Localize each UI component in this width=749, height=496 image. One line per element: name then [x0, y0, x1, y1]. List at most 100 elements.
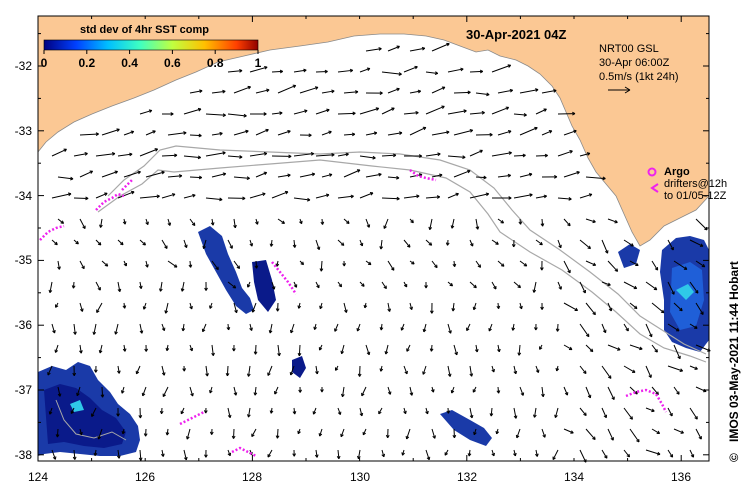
current-vector: [629, 260, 639, 266]
current-vector-head: [173, 264, 178, 268]
current-vector-head: [383, 285, 387, 290]
current-vector: [689, 365, 698, 370]
current-vector: [321, 173, 333, 178]
current-vector: [183, 194, 196, 199]
current-vector: [469, 112, 485, 115]
current-vector: [585, 176, 606, 180]
current-vector: [453, 344, 458, 355]
current-vector: [541, 386, 544, 397]
current-vector-head: [625, 327, 629, 332]
current-vector-head: [426, 456, 431, 461]
current-vector-head: [519, 305, 523, 310]
current-vector-head: [131, 190, 135, 195]
current-vector-head: [540, 223, 545, 227]
current-vector: [383, 218, 389, 229]
current-vector-head: [409, 306, 413, 310]
current-vector-head: [98, 350, 103, 354]
current-vector-head: [548, 130, 553, 134]
current-vector: [667, 281, 675, 295]
current-vector-head: [325, 193, 330, 198]
current-vector: [645, 365, 652, 378]
current-vector-head: [186, 436, 190, 440]
current-vector: [139, 239, 146, 246]
current-vector-head: [84, 152, 88, 156]
current-vector-head: [80, 308, 84, 312]
current-vector: [466, 323, 471, 331]
current-vector: [161, 193, 176, 199]
current-vector: [381, 281, 387, 289]
current-vector-head: [138, 285, 143, 289]
current-vector: [315, 194, 330, 199]
current-vector-head: [355, 90, 359, 94]
current-vector: [76, 386, 81, 396]
current-vector: [117, 239, 124, 246]
current-vector: [227, 281, 236, 289]
current-vector-head: [85, 196, 89, 201]
current-vector-head: [626, 453, 631, 458]
current-vector: [227, 113, 247, 117]
current-vector-head: [544, 153, 548, 158]
current-vector: [380, 239, 383, 250]
lat-tick-label: -32: [15, 59, 33, 73]
current-vector: [381, 197, 400, 200]
current-vector: [209, 386, 213, 394]
current-vector-head: [297, 430, 301, 435]
current-vector-head: [148, 109, 153, 113]
current-vector: [623, 449, 630, 458]
current-vector: [205, 365, 208, 377]
current-vector-head: [215, 266, 219, 271]
current-vector-head: [209, 431, 214, 435]
current-vector-head: [262, 192, 266, 197]
current-vector-head: [385, 434, 390, 439]
current-vector: [557, 281, 562, 290]
current-legend: NRT00 GSL 30-Apr 06:00Z 0.5m/s (1kt 24h): [599, 43, 678, 94]
current-vector: [519, 386, 524, 396]
current-vector-head: [303, 68, 307, 73]
drifter-line1: drifters@12h: [664, 178, 727, 190]
current-vector-head: [81, 265, 85, 270]
current-vector: [422, 365, 427, 375]
current-vector-head: [373, 131, 378, 136]
current-vector-head: [460, 67, 464, 72]
current-vector-head: [52, 456, 57, 460]
current-vector-head: [608, 307, 613, 312]
current-vector-head: [654, 349, 658, 353]
current-vector: [512, 323, 515, 331]
current-vector-head: [573, 129, 577, 134]
current-vector: [269, 323, 273, 334]
current-vector-head: [539, 241, 543, 246]
current-vector-head: [229, 245, 233, 249]
current-vector: [117, 449, 120, 459]
current-vector-head: [93, 452, 98, 457]
argo-tracks: [39, 169, 668, 458]
current-vector-head: [120, 241, 124, 246]
current-vector-head: [446, 410, 451, 414]
current-vector-head: [437, 152, 441, 157]
current-vector: [211, 218, 214, 226]
current-vector: [497, 130, 512, 136]
current-vector-head: [614, 268, 619, 272]
current-vector-head: [171, 193, 176, 197]
current-vector: [579, 152, 590, 157]
axis-ticks: [37, 16, 709, 461]
current-vector: [607, 260, 618, 272]
argo-track: [625, 388, 668, 413]
current-vector: [117, 191, 135, 199]
colorbar-tick-label: 0.6: [164, 56, 181, 70]
current-vector-head: [362, 431, 367, 436]
current-vector: [95, 153, 115, 157]
drifter-marker-icon: [650, 183, 659, 193]
current-vector-head: [592, 219, 596, 224]
current-vector-head: [429, 310, 434, 314]
current-vector-head: [489, 132, 493, 137]
current-vector-head: [532, 289, 537, 293]
current-vector-head: [422, 371, 426, 375]
current-vector-head: [204, 287, 208, 291]
current-vector-head: [472, 389, 477, 393]
current-vector-head: [534, 126, 538, 131]
current-vector-head: [138, 415, 143, 419]
current-vector-head: [543, 194, 547, 199]
current-vector-head: [205, 373, 209, 377]
current-vector: [387, 132, 403, 136]
current-vector: [695, 218, 708, 231]
